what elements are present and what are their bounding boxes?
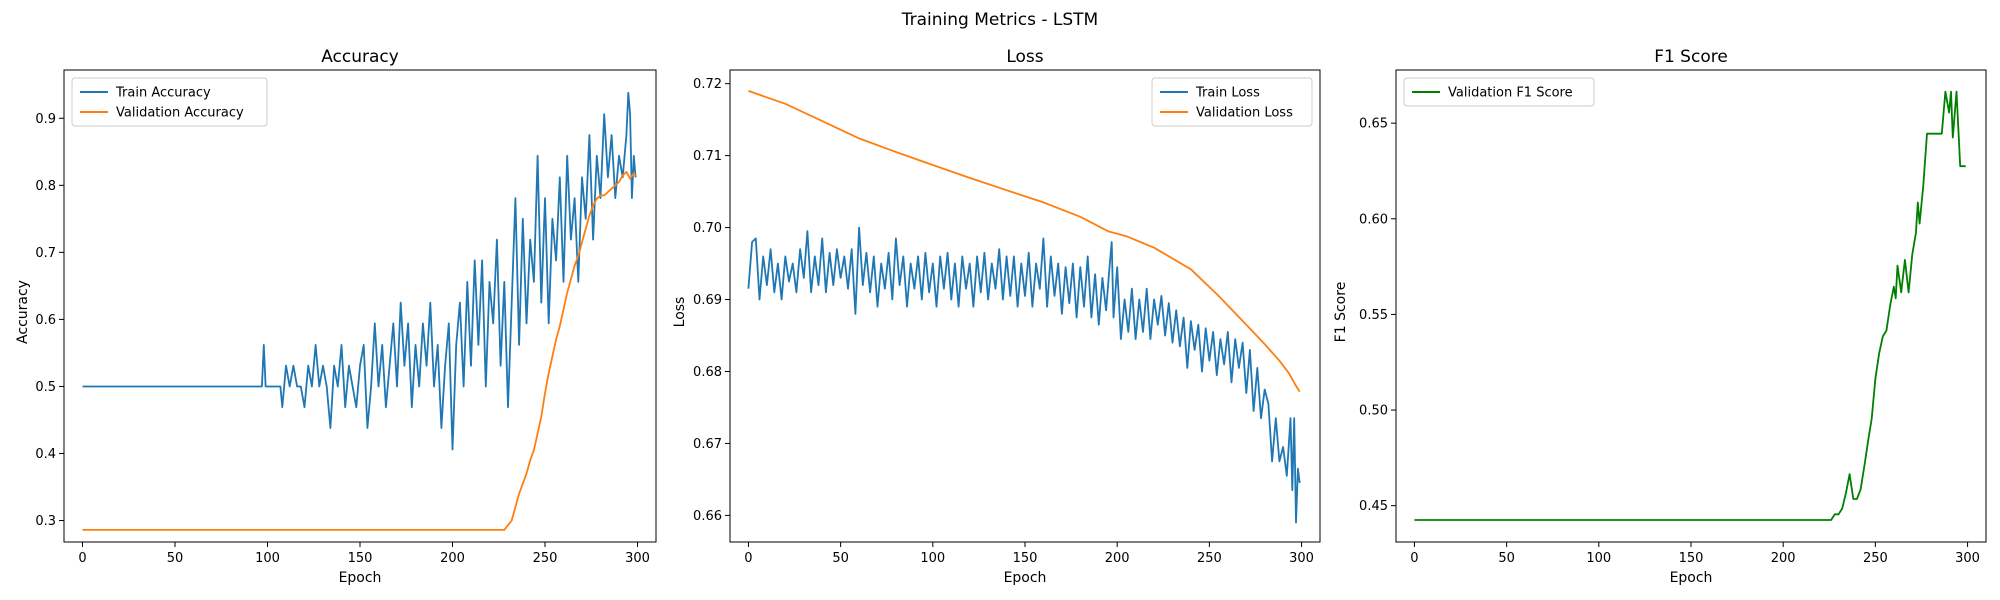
f1-y-tick-label: 0.65	[1359, 117, 1388, 132]
loss-legend-box	[1151, 77, 1313, 127]
accuracy-x-tick-label: 150	[348, 551, 373, 566]
accuracy-chart-title: Accuracy	[321, 47, 399, 67]
f1-x-tick-label: 300	[1955, 551, 1980, 566]
loss-x-tick-label: 200	[1105, 551, 1130, 566]
f1-y-tick-label: 0.45	[1359, 499, 1388, 514]
accuracy-legend: Train Accuracy Validation Accuracy	[71, 77, 268, 127]
accuracy-y-tick-label: 0.3	[35, 514, 56, 529]
f1-axes-frame	[1395, 69, 1987, 543]
loss-x-tick-label: 250	[1197, 551, 1222, 566]
accuracy-legend-label-train-accuracy: Train Accuracy	[115, 86, 211, 101]
f1-chart-title: F1 Score	[1654, 47, 1728, 67]
accuracy-axes-frame	[63, 69, 657, 543]
accuracy-panel: Accuracy Epoch Accuracy 0 50 100 150 200 250 3…	[15, 47, 657, 586]
loss-x-tick-label: 50	[832, 551, 849, 566]
loss-axes-frame	[729, 69, 1321, 543]
loss-x-tick-label: 100	[920, 551, 945, 566]
accuracy-y-tick-label: 0.5	[35, 380, 56, 395]
accuracy-legend-label-validation-accuracy: Validation Accuracy	[116, 106, 244, 121]
loss-y-tick-label: 0.70	[693, 221, 722, 236]
loss-y-tick-label: 0.69	[693, 293, 722, 308]
figure-title: Training Metrics - LSTM	[901, 10, 1098, 30]
accuracy-x-axis-label: Epoch	[339, 570, 382, 586]
loss-y-axis-label: Loss	[672, 297, 688, 328]
f1-x-tick-label: 250	[1863, 551, 1888, 566]
accuracy-x-tick-label: 300	[625, 551, 650, 566]
loss-x-tick-label: 300	[1289, 551, 1314, 566]
f1-x-axis-label: Epoch	[1670, 570, 1713, 586]
f1-y-tick-label: 0.60	[1359, 212, 1388, 227]
loss-panel: Loss Epoch Loss 0 50 100 150 200 250 300 0.66 0.…	[672, 47, 1321, 586]
accuracy-x-tick-label: 100	[255, 551, 280, 566]
accuracy-x-tick-label: 50	[167, 551, 184, 566]
loss-y-tick-label: 0.71	[693, 149, 722, 164]
loss-y-tick-label: 0.67	[693, 437, 722, 452]
loss-x-tick-label: 0	[744, 551, 752, 566]
f1-y-tick-label: 0.55	[1359, 308, 1388, 323]
accuracy-y-axis-label: Accuracy	[15, 280, 31, 344]
loss-legend-label-train-loss: Train Loss	[1195, 86, 1260, 101]
f1-y-tick-label: 0.50	[1359, 404, 1388, 419]
accuracy-y-tick-label: 0.6	[35, 313, 56, 328]
f1-score-panel: F1 Score Epoch F1 Score 0 50 100 150 200 250 3…	[1333, 47, 1987, 586]
f1-y-axis-label: F1 Score	[1333, 282, 1349, 343]
f1-x-tick-label: 200	[1771, 551, 1796, 566]
loss-series-train-loss	[747, 226, 1301, 524]
loss-x-tick-label: 150	[1013, 551, 1038, 566]
loss-series-validation-loss	[748, 90, 1301, 393]
loss-y-tick-label: 0.72	[693, 77, 722, 92]
accuracy-series-train-accuracy	[82, 91, 637, 451]
loss-legend-label-validation-loss: Validation Loss	[1196, 106, 1293, 121]
f1-x-tick-label: 0	[1410, 551, 1418, 566]
accuracy-y-tick-label: 0.8	[35, 179, 56, 194]
f1-legend-box	[1403, 77, 1595, 107]
accuracy-y-tick-label: 0.9	[35, 112, 56, 127]
loss-y-tick-label: 0.68	[693, 365, 722, 380]
f1-legend-label-validation-f1-score: Validation F1 Score	[1448, 86, 1573, 101]
f1-x-tick-label: 100	[1586, 551, 1611, 566]
f1-series-validation-f1-score	[1414, 90, 1966, 521]
loss-y-tick-label: 0.66	[693, 509, 722, 524]
loss-chart-title: Loss	[1006, 47, 1043, 67]
accuracy-x-tick-label: 250	[533, 551, 558, 566]
accuracy-legend-box	[71, 77, 268, 127]
accuracy-x-tick-label: 0	[78, 551, 86, 566]
loss-x-axis-label: Epoch	[1004, 570, 1047, 586]
f1-x-tick-label: 150	[1679, 551, 1704, 566]
loss-legend: Train Loss Validation Loss	[1151, 77, 1313, 127]
accuracy-y-tick-label: 0.7	[35, 246, 56, 261]
f1-legend: Validation F1 Score	[1403, 77, 1595, 107]
accuracy-y-tick-label: 0.4	[35, 447, 56, 462]
f1-x-tick-label: 50	[1498, 551, 1515, 566]
accuracy-x-tick-label: 200	[440, 551, 465, 566]
accuracy-series-validation-accuracy	[82, 171, 637, 531]
